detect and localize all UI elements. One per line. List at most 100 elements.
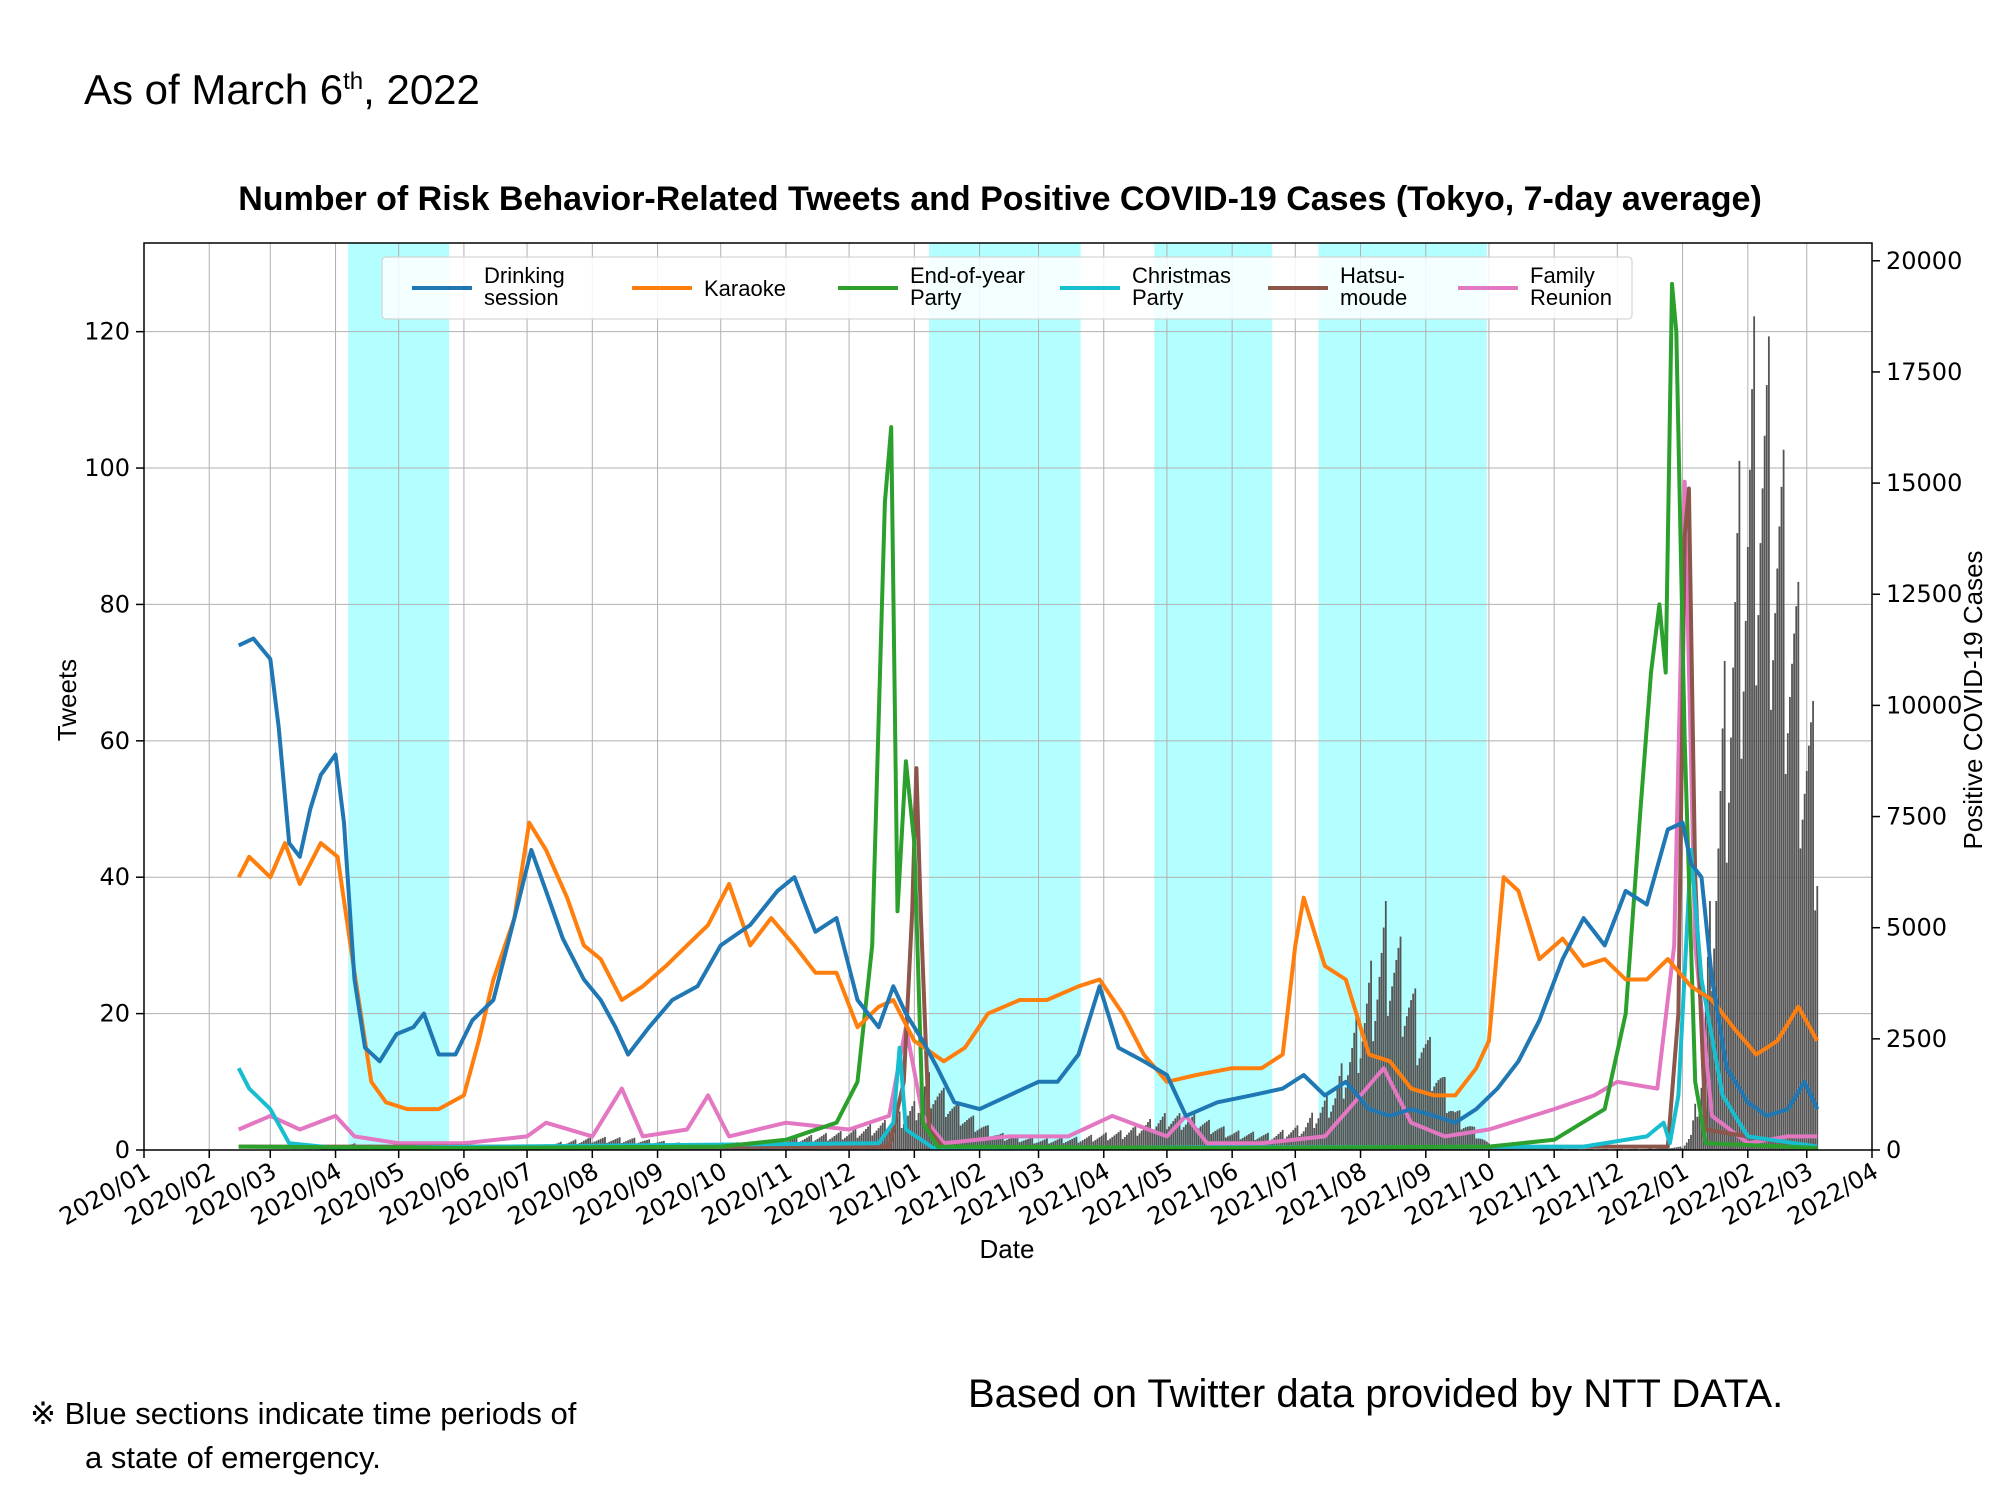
cases-bar [1191, 1116, 1194, 1150]
cases-bar [1235, 1131, 1238, 1150]
cases-bar [1216, 1129, 1219, 1150]
cases-bar [1117, 1132, 1120, 1150]
cases-bar [886, 1133, 888, 1150]
cases-bar [1532, 1147, 1535, 1150]
y2-tick-label: 12500 [1886, 580, 1962, 608]
cases-bar [1662, 1147, 1665, 1150]
cases-bar [875, 1130, 878, 1150]
cases-bar [862, 1131, 865, 1150]
cases-bar [1174, 1118, 1177, 1150]
cases-bar [953, 1106, 956, 1150]
cases-bar [993, 1135, 996, 1150]
cases-bar [966, 1120, 968, 1150]
cases-bar [1797, 581, 1800, 1150]
cases-bar [1399, 936, 1402, 1150]
y2-tick-label: 0 [1886, 1136, 1901, 1164]
cases-bar [1083, 1138, 1086, 1150]
cases-bar [1763, 435, 1766, 1150]
cases-bar [989, 1137, 992, 1150]
series-line-drinking [237, 636, 1820, 1125]
series-line-karaoke [236, 820, 1820, 1112]
cases-bar [837, 1132, 840, 1150]
cases-bar [1104, 1132, 1107, 1150]
cases-bar [1431, 1090, 1434, 1150]
cases-bar [894, 1119, 897, 1150]
cases-bar [1285, 1136, 1288, 1150]
cases-bar [1544, 1148, 1547, 1150]
cases-bar [1755, 685, 1758, 1150]
cases-bar [1422, 1047, 1425, 1150]
cases-bar [1464, 1127, 1467, 1150]
legend-label-hatsumoude: Hatsu-moude [1340, 263, 1407, 310]
cases-bar [957, 1103, 960, 1150]
y2-tick-label: 17500 [1886, 358, 1962, 386]
cases-bar [1319, 1112, 1322, 1150]
cases-bar [968, 1118, 970, 1150]
cases-bar [1094, 1140, 1097, 1150]
cases-bar [1138, 1133, 1141, 1150]
cases-bar [936, 1096, 939, 1150]
cases-bar [1719, 790, 1722, 1150]
cases-bar [1323, 1100, 1326, 1150]
cases-bar [1803, 793, 1806, 1150]
cases-bar [1182, 1127, 1185, 1150]
cases-bar [1168, 1126, 1170, 1150]
cases-bar [1460, 1129, 1463, 1150]
emergency-band [1154, 243, 1273, 1150]
cases-bar [1454, 1112, 1457, 1150]
cases-bar [1205, 1121, 1208, 1150]
cases-bar [1761, 488, 1764, 1150]
cases-bar [1772, 660, 1774, 1150]
cases-bar [1397, 947, 1400, 1150]
cases-bar [1675, 1147, 1678, 1150]
cases-bar [1774, 613, 1777, 1150]
cases-bar [1144, 1125, 1147, 1150]
cases-bar [1795, 606, 1798, 1150]
cases-bar [1740, 758, 1743, 1150]
cases-bar [1237, 1130, 1240, 1150]
cases-bar [1163, 1113, 1166, 1150]
as-of-date: As of March 6th, 2022 [84, 66, 480, 113]
cases-bar [991, 1136, 994, 1150]
cases-bar [898, 1111, 901, 1150]
cases-bar [1001, 1132, 1004, 1150]
cases-bar [1338, 1075, 1341, 1150]
cases-bar [1664, 1147, 1667, 1150]
cases-bar [1683, 1145, 1686, 1150]
cases-bar [1300, 1133, 1303, 1150]
cases-bar [1757, 615, 1760, 1150]
cases-bar [1401, 1036, 1404, 1150]
cases-bar [1780, 486, 1783, 1150]
cases-bar [854, 1128, 857, 1150]
legend-label-karaoke: Karaoke [704, 276, 786, 301]
cases-bar [1749, 469, 1751, 1150]
y-tick-label: 120 [84, 318, 130, 346]
cases-bar [1395, 959, 1398, 1150]
cases-bar [1412, 993, 1415, 1150]
cases-bar [1130, 1130, 1133, 1150]
cases-bar [1793, 633, 1796, 1150]
cases-bar [934, 1100, 937, 1150]
cases-bar [1692, 1120, 1694, 1150]
cases-bar [1450, 1110, 1452, 1150]
cases-bar [1462, 1128, 1465, 1150]
cases-bar [1816, 886, 1819, 1150]
cases-bar [1193, 1114, 1196, 1150]
cases-bar [1368, 982, 1370, 1150]
cases-bar [1742, 691, 1745, 1150]
cases-bar [1389, 1000, 1391, 1150]
cases-bar [1355, 1016, 1358, 1150]
y2-tick-label: 15000 [1886, 469, 1962, 497]
cases-bar [1420, 1052, 1423, 1150]
cases-bar [1479, 1138, 1482, 1150]
cases-bar [1418, 1058, 1421, 1150]
emergency-note: ※ Blue sections indicate time periods of… [30, 1392, 576, 1480]
y2-axis-label: Positive COVID-19 Cases [1958, 550, 1988, 849]
cases-bar [1311, 1112, 1314, 1150]
cases-bar [1530, 1147, 1532, 1150]
cases-bar [1374, 1021, 1377, 1150]
cases-bar [1096, 1138, 1099, 1150]
cases-bar [1770, 709, 1772, 1150]
cases-bar [1443, 1076, 1446, 1150]
